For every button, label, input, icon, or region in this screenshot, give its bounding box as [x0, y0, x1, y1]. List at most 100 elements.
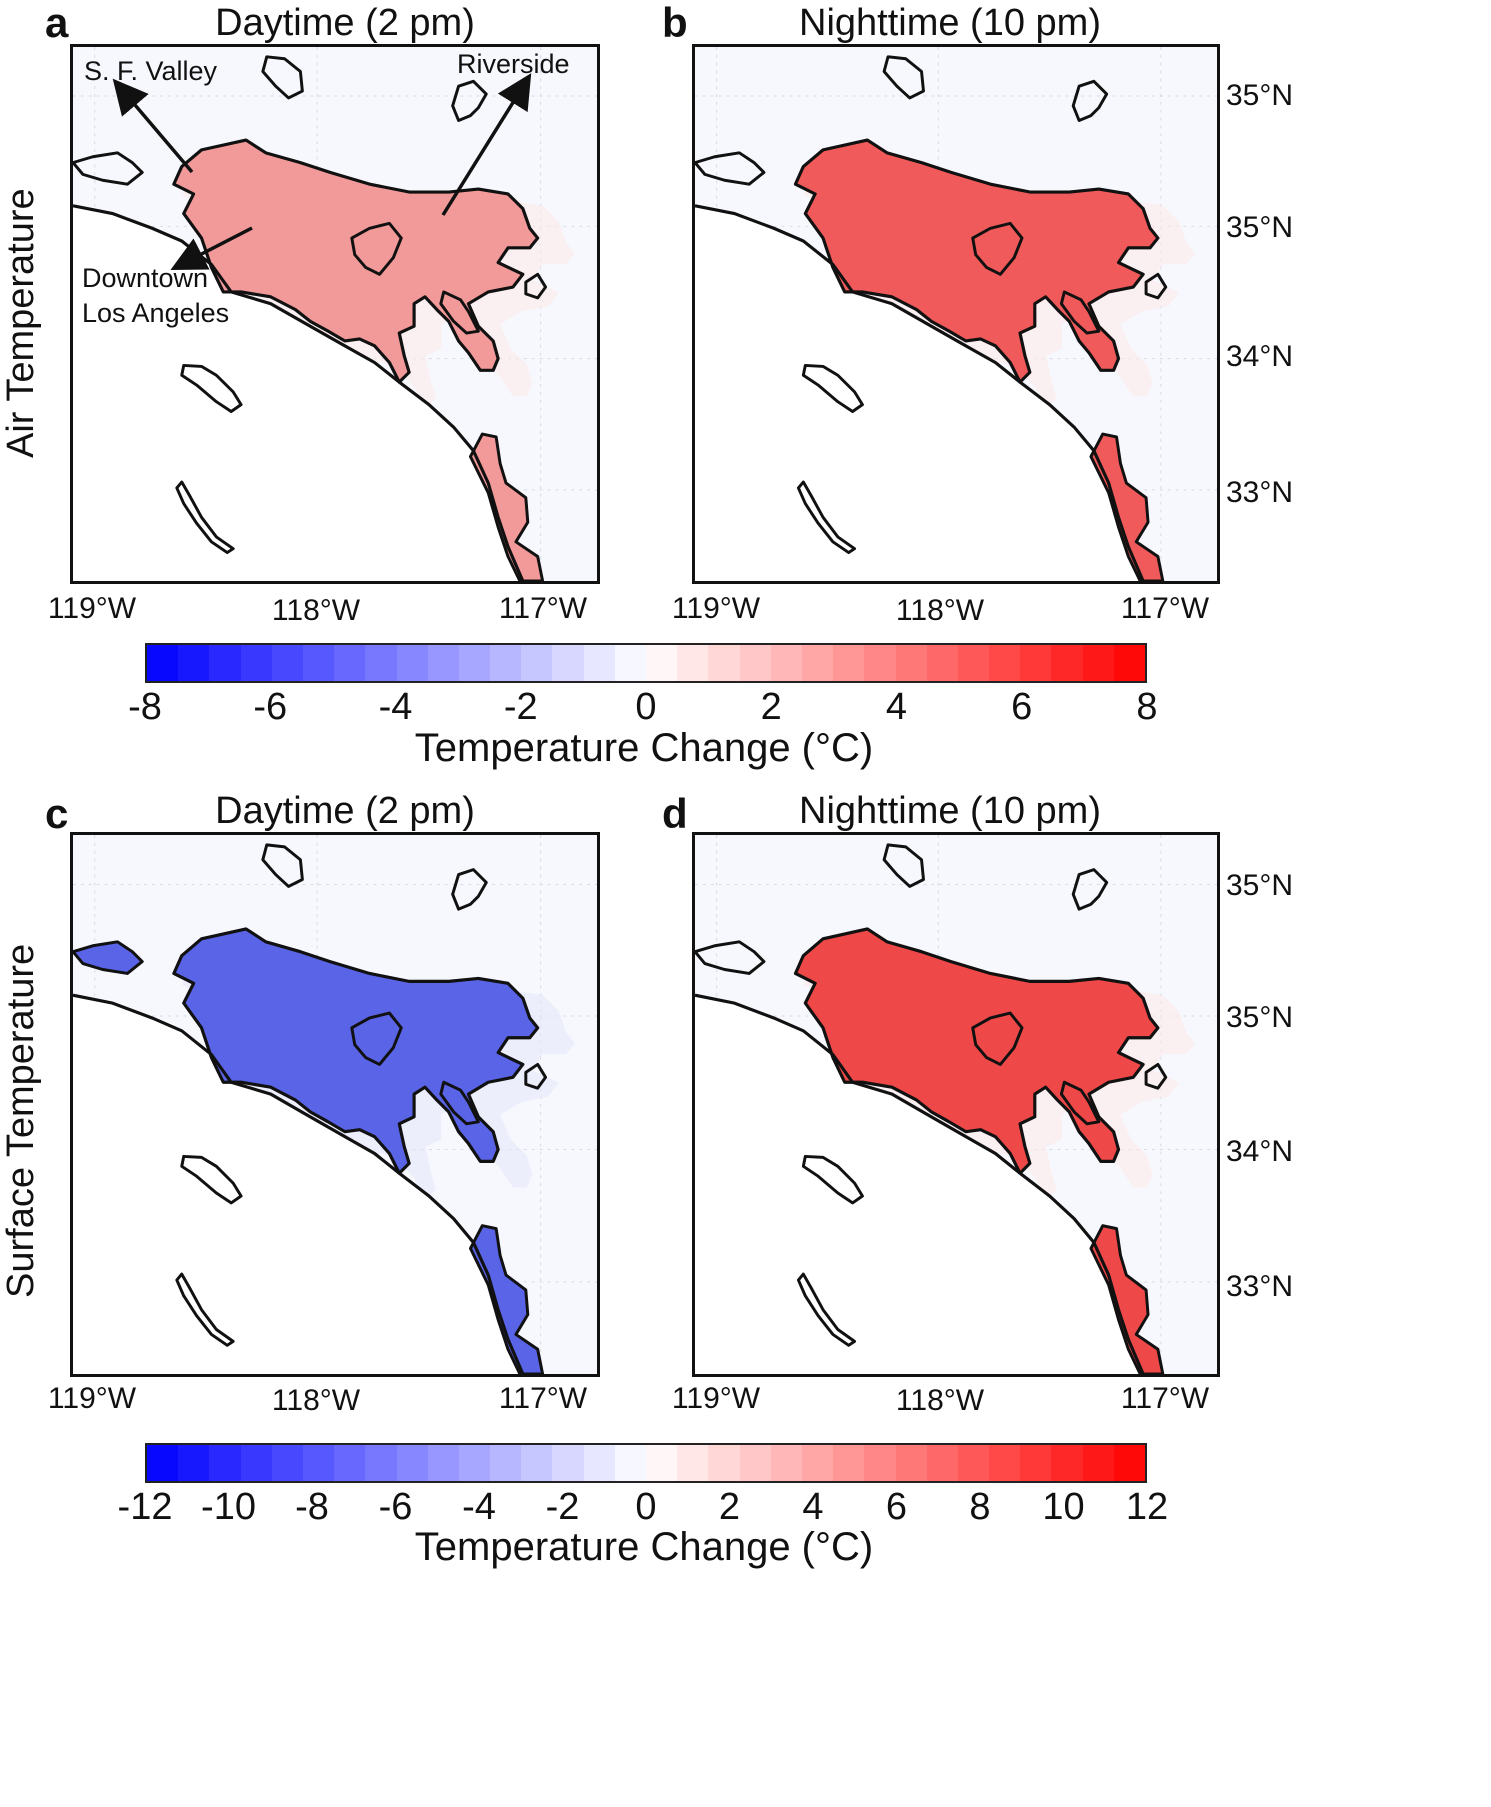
map-svg [695, 835, 1217, 1374]
colorbar-swatch [708, 645, 740, 681]
panel-letter-a: a [45, 0, 69, 46]
lon-tick-119-c: 119°W [47, 1382, 137, 1415]
region-outline [1071, 868, 1109, 911]
region-outline [524, 1062, 548, 1090]
panel-letter-b: b [662, 0, 688, 46]
coastline [695, 204, 1145, 581]
colorbar-swatch [989, 645, 1021, 681]
region-outline [801, 363, 864, 413]
colorbar-swatch [396, 1445, 428, 1481]
colorbar-swatch [833, 1445, 865, 1481]
lon-tick-117-d: 117°W [1120, 1382, 1210, 1415]
colorbar-tick-label: 2 [760, 686, 782, 728]
colorbar-swatch [770, 645, 802, 681]
label-downtown-line1: Downtown [82, 263, 209, 293]
colorbar-tick-label: -2 [545, 1486, 580, 1528]
region-outline [439, 1080, 480, 1126]
colorbar-swatch [521, 1445, 553, 1481]
colorbar-tick-label: 2 [718, 1486, 741, 1528]
colorbar-swatch [801, 645, 834, 681]
colorbar-tick-label: 6 [885, 1486, 908, 1528]
region-outline [801, 1154, 864, 1205]
colorbar-swatch [770, 1445, 802, 1481]
row-label-surface: Surface Temperature [0, 943, 42, 1298]
map-svg [695, 47, 1217, 581]
panel-title-c: Daytime (2 pm) [215, 790, 475, 832]
colorbar-tick-label: 8 [1136, 686, 1158, 728]
colorbar-tick-label: -4 [378, 686, 413, 728]
row-label-air: Air Temperature [0, 188, 42, 458]
colorbar-swatch [271, 645, 303, 681]
label-sf-valley: S. F. Valley [84, 56, 218, 86]
region-outline [175, 480, 235, 555]
ocean [695, 995, 1217, 1374]
region-outline [1071, 79, 1109, 122]
colorbar-swatch [302, 1445, 335, 1481]
lat-tick-d-4: 33°N [1226, 1270, 1294, 1303]
panel-title-d: Nighttime (10 pm) [799, 790, 1101, 832]
colorbar-surface-title: Temperature Change (°C) [414, 1525, 874, 1569]
colorbar-swatch [427, 645, 459, 681]
colorbar-swatch [1082, 645, 1114, 681]
lat-tick-b-1: 35°N [1226, 79, 1294, 112]
region-outline [175, 1272, 235, 1347]
colorbar-swatch [957, 1445, 990, 1481]
colorbar-swatch [614, 1445, 646, 1481]
lat-tick-d-1: 35°N [1226, 869, 1294, 902]
colorbar-swatch [147, 645, 179, 681]
ocean [73, 995, 597, 1374]
region-outline [1144, 272, 1168, 300]
urban-south-basin [468, 1224, 545, 1374]
lon-tick-118-a: 118°W [271, 594, 361, 627]
lat-tick-b-3: 34°N [1226, 340, 1294, 373]
map-panel-c [70, 832, 600, 1377]
map-panel-d [692, 832, 1220, 1377]
colorbar-swatch [677, 1445, 709, 1481]
colorbar-tick-label: -6 [378, 1486, 413, 1528]
colorbar-swatch [302, 645, 335, 681]
region-outline [971, 221, 1024, 276]
colorbar-swatch [240, 1445, 272, 1481]
colorbar-tick-label: 6 [1011, 686, 1033, 728]
colorbar-swatch [178, 645, 210, 681]
panel-title-a: Daytime (2 pm) [215, 2, 475, 44]
colorbar-tick-label: -6 [253, 686, 288, 728]
colorbar-tick-label: 0 [635, 1486, 657, 1528]
colorbar-swatch [989, 1445, 1021, 1481]
region-outline [695, 151, 766, 186]
colorbar-swatch [490, 1445, 522, 1481]
colorbar-swatch [957, 645, 990, 681]
colorbar-swatch [552, 645, 584, 681]
colorbar-swatch [209, 1445, 241, 1481]
colorbar-swatch [614, 645, 646, 681]
panel-letter-d: d [662, 790, 688, 837]
region-outline [451, 868, 488, 911]
colorbar-swatch [365, 645, 397, 681]
region-outline [971, 1011, 1024, 1066]
colorbar-swatch [739, 645, 771, 681]
colorbar-swatch [147, 1445, 179, 1481]
colorbar-tick-label: 8 [969, 1486, 991, 1528]
region-outline [451, 79, 488, 122]
map-panel-b [692, 44, 1220, 584]
lon-tick-118-b: 118°W [895, 594, 985, 627]
colorbar-swatch [490, 645, 522, 681]
colorbar-swatch [833, 645, 865, 681]
urban-south-basin [468, 432, 545, 581]
colorbar-swatch [365, 1445, 397, 1481]
colorbar-swatch [458, 1445, 491, 1481]
colorbar-swatch [926, 1445, 958, 1481]
label-downtown-line2: Los Angeles [82, 298, 230, 328]
colorbar-tick-label: -8 [295, 1486, 329, 1528]
coastline [73, 993, 525, 1374]
urban-south-basin [1089, 1224, 1165, 1374]
colorbar-surface [145, 1443, 1147, 1483]
colorbar-tick-label: -10 [201, 1486, 256, 1528]
colorbar-swatch [864, 1445, 896, 1481]
colorbar-swatch [1020, 1445, 1052, 1481]
region-outline [796, 1272, 857, 1347]
lon-tick-117-c: 117°W [498, 1382, 588, 1415]
ocean [73, 205, 597, 581]
region-outline [73, 151, 144, 186]
colorbar-tick-label: 4 [885, 686, 908, 728]
